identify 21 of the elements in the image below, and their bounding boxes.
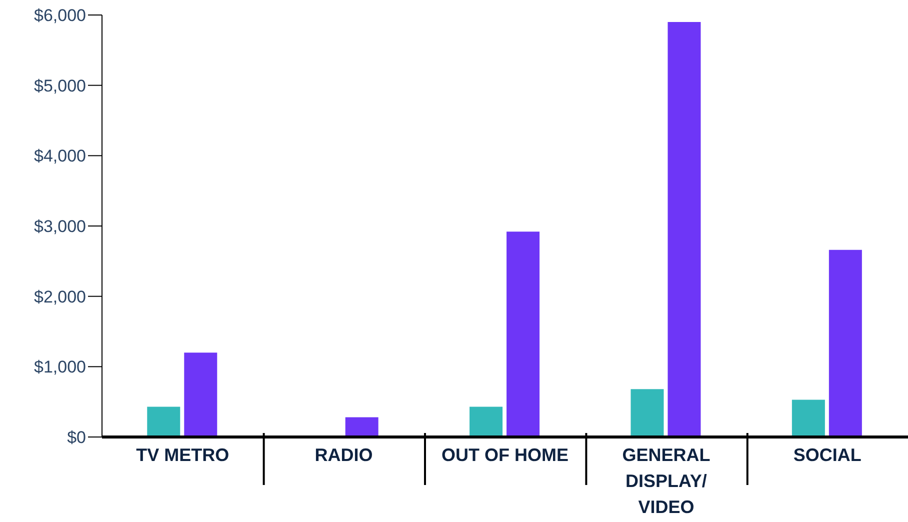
x-tick-label: SOCIAL	[793, 445, 862, 465]
bar	[345, 417, 378, 437]
bar	[668, 22, 701, 437]
y-tick-label: $2,000	[34, 287, 86, 306]
y-tick-label: $6,000	[34, 6, 86, 26]
y-tick-label: $5,000	[34, 76, 86, 96]
x-tick-label: OUT OF HOME	[442, 445, 568, 465]
x-tick-label: RADIO	[314, 445, 373, 465]
bar	[506, 232, 540, 437]
bar	[184, 352, 218, 437]
bar	[630, 389, 664, 437]
y-tick-label: $3,000	[34, 217, 86, 236]
bar	[828, 250, 862, 437]
x-tick-label: GENERAL DISPLAY/ VIDEO	[622, 445, 710, 517]
bar	[147, 406, 180, 437]
y-tick-label: $4,000	[34, 146, 86, 166]
x-tick-label: TV METRO	[136, 445, 230, 465]
y-tick-label: $1,000	[34, 358, 86, 377]
bar	[470, 406, 503, 437]
y-tick-label: $0	[67, 428, 86, 448]
bar	[792, 400, 825, 437]
